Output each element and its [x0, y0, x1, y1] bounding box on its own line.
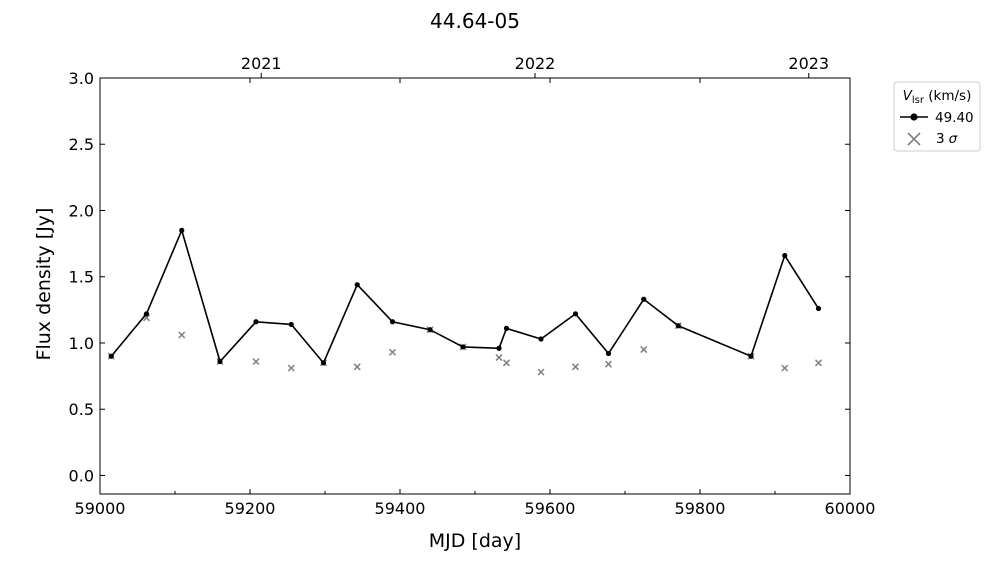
flux-point — [641, 296, 647, 302]
y-axis: 0.0 0.5 1.0 1.5 2.0 2.5 3.0 — [69, 69, 850, 485]
flux-point — [538, 336, 544, 342]
sigma-point — [604, 360, 613, 368]
sigma-point — [388, 348, 397, 356]
sigma-point-stroke — [502, 359, 511, 367]
x-tick-label: 59000 — [75, 499, 126, 518]
flux-point — [503, 325, 510, 331]
x-axis: 59000 59200 59400 59600 59800 60000 — [75, 78, 876, 518]
plot-area — [99, 77, 851, 495]
x-axis-label: MJD [day] — [429, 530, 521, 552]
sigma-point-stroke — [537, 368, 545, 376]
x-tick-label: 60000 — [825, 499, 876, 518]
flux-point — [320, 360, 327, 366]
x-tick-label: 59400 — [375, 499, 426, 518]
sigma-point-stroke — [388, 348, 397, 356]
flux-point — [460, 344, 466, 350]
sigma-point — [252, 357, 260, 366]
legend-box — [893, 81, 981, 152]
y-axis-label: Flux density [Jy] — [33, 208, 55, 361]
sigma-point-stroke — [640, 346, 648, 354]
sigma-point-stroke — [781, 364, 789, 372]
sigma-point-stroke — [142, 314, 151, 322]
sigma-point-stroke — [252, 357, 260, 366]
chart-title: 44.64-05 — [430, 9, 520, 33]
flux-point — [354, 282, 360, 288]
sigma-point — [495, 354, 503, 362]
top-year-label: 2022 — [515, 54, 556, 73]
y-tick-label: 2.0 — [69, 201, 94, 220]
sigma-point — [353, 363, 361, 371]
sigma-point-stroke — [604, 360, 613, 368]
flux-point — [748, 353, 754, 359]
flux-point — [217, 358, 223, 365]
flux-point — [179, 227, 185, 233]
flux-point — [389, 319, 396, 325]
y-tick-label: 0.5 — [69, 400, 94, 419]
flux-point — [605, 350, 612, 357]
x-tick-label: 59800 — [675, 499, 726, 518]
flux-point — [782, 252, 788, 259]
y-tick-label: 0.0 — [69, 466, 94, 485]
sigma-point — [571, 363, 580, 371]
y-tick-label: 1.5 — [69, 268, 94, 287]
legend-sigma-symbol: σ — [949, 131, 958, 147]
legend-title-symbol: V — [903, 88, 914, 104]
sigma-point — [537, 368, 545, 376]
flux-series-line — [110, 227, 820, 365]
flux-point — [675, 323, 681, 329]
flux-point — [496, 345, 502, 351]
sigma-point-stroke — [571, 363, 580, 371]
flux-point — [427, 327, 433, 333]
legend-title-subscript: lsr — [912, 95, 925, 106]
legend-title-unit: (km/s) — [924, 88, 971, 104]
flux-point — [815, 305, 822, 312]
y-tick-label: 3.0 — [69, 69, 94, 88]
sigma-point-stroke — [353, 363, 361, 371]
plot-frame — [99, 77, 851, 495]
sigma-point — [287, 364, 295, 372]
legend-sigma-number: 3 — [936, 131, 945, 147]
legend-x-swatch — [907, 132, 921, 146]
top-year-axis: 2021 2022 2023 — [241, 54, 829, 78]
sigma-point — [502, 359, 511, 367]
series-layer — [107, 227, 823, 376]
sigma-point — [640, 346, 648, 354]
y-tick-label: 1.0 — [69, 334, 94, 353]
legend-title: Vlsr (km/s) — [903, 88, 972, 106]
sigma-point-stroke — [287, 364, 295, 372]
sigma-point-stroke — [178, 331, 186, 339]
top-year-label: 2023 — [788, 54, 829, 73]
sigma-point — [781, 364, 789, 372]
sigma-point-stroke — [814, 359, 823, 367]
sigma-point — [178, 331, 186, 339]
flux-point — [108, 353, 114, 359]
y-tick-label: 2.5 — [69, 135, 94, 154]
legend-series-label: 49.40 — [935, 110, 974, 126]
flux-point — [572, 311, 579, 317]
sigma-point-stroke — [495, 354, 503, 362]
x-tick-label: 59200 — [225, 499, 276, 518]
sigma-point — [814, 359, 823, 367]
flux-point — [253, 319, 259, 325]
x-tick-label: 59600 — [525, 499, 576, 518]
flux-point — [143, 311, 150, 317]
top-year-label: 2021 — [241, 54, 282, 73]
flux-point — [288, 321, 294, 328]
legend-marker-swatch — [910, 113, 918, 121]
